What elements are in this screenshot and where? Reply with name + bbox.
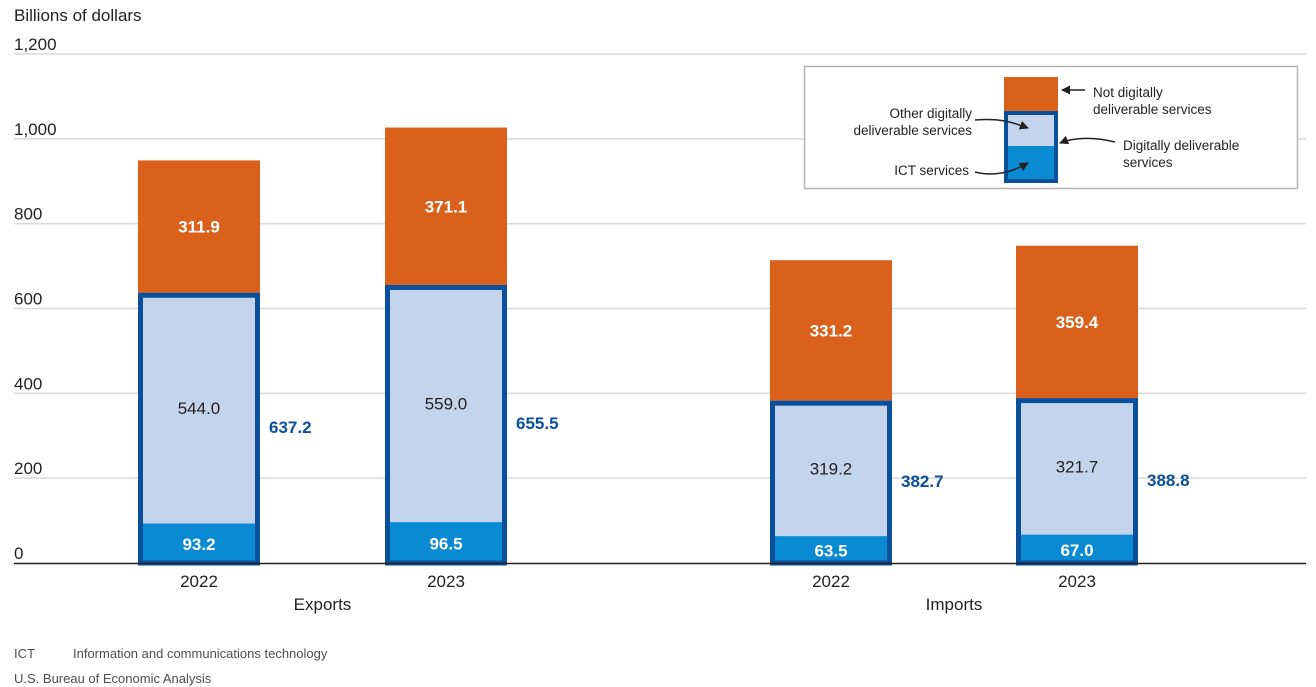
x-tick-label: 2023 bbox=[427, 572, 465, 591]
bar-segment-other-digital bbox=[1016, 398, 1138, 535]
legend-label-ict: ICT services bbox=[894, 163, 969, 178]
legend-label-not-digital: deliverable services bbox=[1093, 102, 1212, 117]
legend-swatch-other-digital bbox=[1004, 112, 1058, 146]
digitally-deliverable-total-label: 388.8 bbox=[1147, 471, 1190, 490]
y-tick-label: 400 bbox=[14, 374, 42, 393]
legend-arrow-digital-icon bbox=[1059, 135, 1116, 145]
y-tick-label: 600 bbox=[14, 290, 42, 309]
digitally-deliverable-total-label: 655.5 bbox=[516, 414, 559, 433]
x-tick-label: 2023 bbox=[1058, 572, 1096, 591]
bar-value-label: 96.5 bbox=[429, 535, 462, 554]
legend-arrow-ict-icon bbox=[974, 162, 1029, 175]
bar-segment-other-digital bbox=[770, 400, 892, 537]
source-note: U.S. Bureau of Economic Analysis bbox=[14, 671, 212, 686]
legend-label-other-digital: Other digitally bbox=[889, 106, 972, 121]
bar-value-label: 544.0 bbox=[178, 399, 221, 418]
legend-label-not-digital: Not digitally bbox=[1093, 85, 1163, 100]
footnote-abbr: ICT bbox=[14, 646, 35, 661]
y-tick-label: 1,000 bbox=[14, 120, 57, 139]
legend-swatch-ict bbox=[1004, 146, 1058, 182]
x-tick-label: 2022 bbox=[812, 572, 850, 591]
legend-arrow-other-digital-icon bbox=[974, 118, 1029, 130]
legend-swatch-not-digital bbox=[1004, 77, 1058, 112]
legend-swatch-digital-outline bbox=[1004, 111, 1058, 183]
footnote-abbreviation: ICT Information and communications techno… bbox=[14, 646, 327, 661]
bar-segment-other-digital bbox=[138, 292, 260, 524]
y-tick-label: 0 bbox=[14, 544, 23, 563]
bar-value-label: 559.0 bbox=[425, 395, 468, 414]
bar-value-label: 63.5 bbox=[814, 542, 847, 561]
y-tick-label: 200 bbox=[14, 459, 42, 478]
bar-value-label: 67.0 bbox=[1060, 541, 1093, 560]
x-group-label: Exports bbox=[294, 595, 352, 614]
bar-value-label: 331.2 bbox=[810, 321, 853, 340]
legend-label-digital: Digitally deliverable bbox=[1123, 138, 1239, 153]
bar-segment-ict bbox=[138, 523, 260, 563]
bar-segment-other-digital bbox=[385, 284, 507, 523]
bar-value-label: 371.1 bbox=[425, 197, 468, 216]
y-tick-label: 800 bbox=[14, 205, 42, 224]
bar-value-label: 321.7 bbox=[1056, 457, 1099, 476]
y-tick-label: 1,200 bbox=[14, 35, 57, 54]
footnote-abbr-definition: Information and communications technolog… bbox=[73, 646, 328, 661]
bar-value-label: 311.9 bbox=[178, 218, 220, 237]
digitally-deliverable-total-label: 382.7 bbox=[901, 472, 944, 491]
bar-value-label: 93.2 bbox=[182, 535, 215, 554]
bar-segment-ict bbox=[385, 522, 507, 563]
bar-segment-ict bbox=[770, 536, 892, 563]
bar-segment-not-digital bbox=[385, 127, 507, 285]
legend-label-other-digital: deliverable services bbox=[853, 123, 972, 138]
legend-label-digital: services bbox=[1123, 155, 1173, 170]
x-group-label: Imports bbox=[926, 595, 983, 614]
stacked-bar-chart: 0 200 400 600 800 1,000 1,200 93.2 544.0 311.9 637… bbox=[14, 35, 1306, 614]
bar-value-label: 359.4 bbox=[1056, 313, 1099, 332]
bar-segment-not-digital bbox=[770, 260, 892, 401]
bar-segment-not-digital bbox=[138, 160, 260, 293]
digitally-deliverable-total-label: 637.2 bbox=[269, 418, 312, 437]
bar-segment-not-digital bbox=[1016, 245, 1138, 399]
bar-segment-ict bbox=[1016, 534, 1138, 563]
bar-value-label: 319.2 bbox=[810, 459, 853, 478]
x-tick-label: 2022 bbox=[180, 572, 218, 591]
y-axis-label: Billions of dollars bbox=[14, 6, 142, 25]
